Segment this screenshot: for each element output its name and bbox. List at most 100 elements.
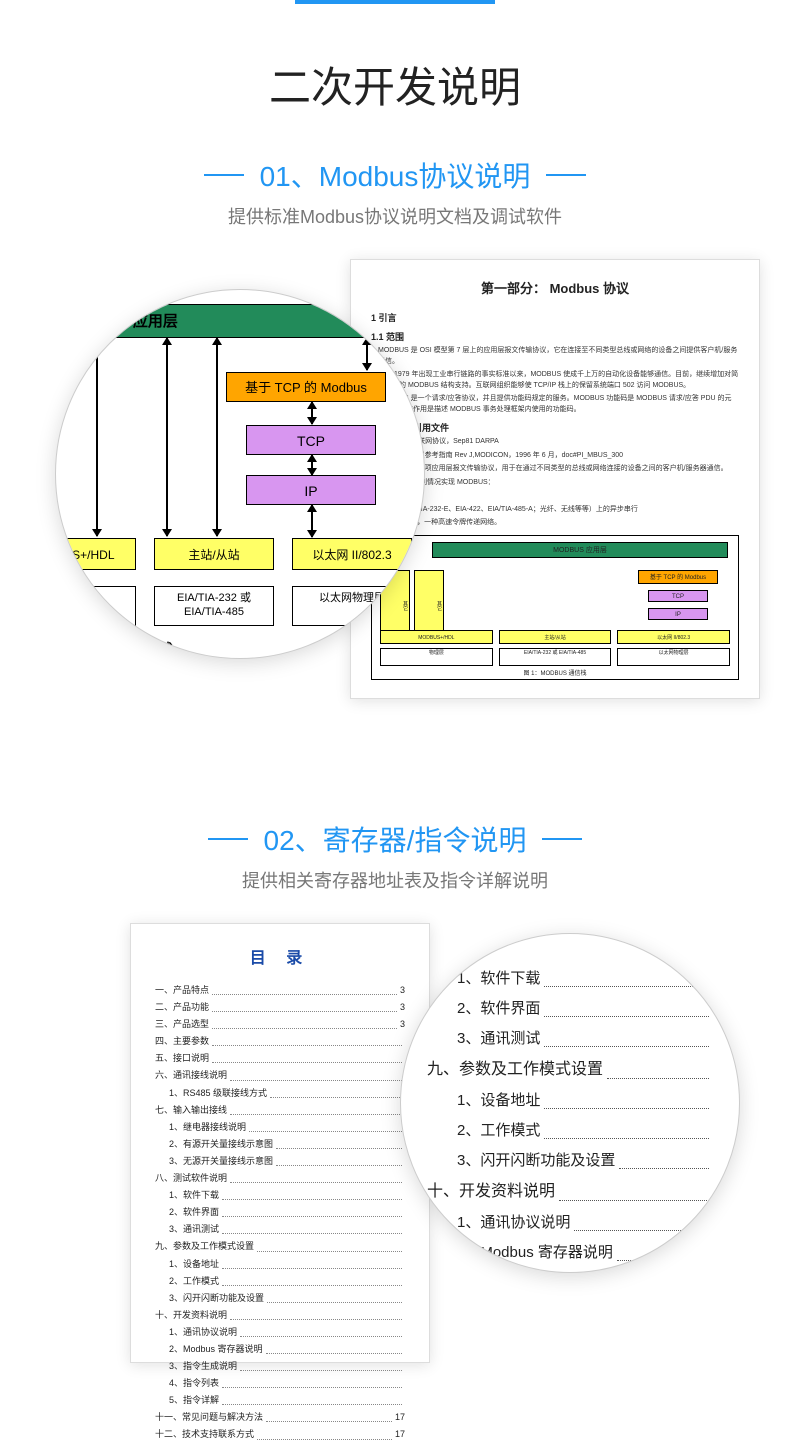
mini-phys-1: EIA/TIA-232 或 EIA/TIA-485 <box>499 648 612 666</box>
doc-h3: 1.2 规范性引用文件 <box>371 421 739 434</box>
mini-app-layer: MODBUS 应用层 <box>432 542 728 558</box>
zoom-line: 2、Modbus 寄存器说明 <box>427 1238 713 1268</box>
toc-line: 3、指令生成说明 <box>155 1358 405 1375</box>
doc-r2: MODBUS 协议参考指南 Rev J,MODICON，1996 年 6 月，d… <box>371 451 739 462</box>
mini-phys-0: 物理层 <box>380 648 493 666</box>
section01-subtitle: 提供标准Modbus协议说明文档及调试软件 <box>0 203 790 229</box>
doc-r4: 目前，使用下列情况实现 MODBUS： <box>371 478 739 489</box>
zoom-line: 3、指令生成说明 <box>427 1268 713 1273</box>
mini-tcp: TCP <box>648 590 708 602</box>
mini-row: MODBUS+/HDL 主站/从站 以太网 II/802.3 <box>380 630 730 644</box>
doc-p2: 自从 1979 年出现工业串行链路的事实标准以来，MODBUS 使成千上万的自动… <box>371 370 739 391</box>
diag-phys-0: 物理层 <box>55 586 136 626</box>
diag-tcp: TCP <box>246 425 376 455</box>
diag-row-0: ODBUS+/HDL <box>55 538 136 570</box>
mini-caption: 图 1：MODBUS 通信栈 <box>372 668 738 677</box>
zoom-line: 3、闪开闪断功能及设置 <box>427 1146 713 1176</box>
zoom-line: 3、通讯测试 <box>427 1024 713 1054</box>
doc-p1: MODBUS 是 OSI 模型第 7 层上的应用层报文传输协议，它在连接至不同类… <box>371 346 739 367</box>
zoom-line: 1、通讯协议说明 <box>427 1208 713 1238</box>
zoom-line: 2、软件界面 <box>427 994 713 1024</box>
toc-line: 一、产品特点3 <box>155 982 405 999</box>
divider-icon <box>204 174 244 176</box>
toc-line: 3、通讯测试 <box>155 1221 405 1238</box>
divider-icon <box>208 838 248 840</box>
section02-subtitle: 提供相关寄存器地址表及指令详解说明 <box>0 867 790 893</box>
toc-line: 2、有源开关量接线示意图 <box>155 1136 405 1153</box>
arrow-icon <box>311 402 313 424</box>
zoom-line: 2、工作模式 <box>427 1116 713 1146</box>
toc-page: 目 录 一、产品特点3二、产品功能3三、产品选型3四、主要参数五、接口说明六、通… <box>130 923 430 1363</box>
doc-r3: MODBUS 是一项应用层报文传输协议，用于在通过不同类型的总线或网络连接的设备… <box>371 464 739 475</box>
arrow-icon <box>166 338 168 536</box>
diag-phys-1: EIA/TIA-232 或 EIA/TIA-485 <box>154 586 274 626</box>
toc-line: 1、设备地址 <box>155 1256 405 1273</box>
diag-phys-2: 以太网物理层 <box>292 586 412 626</box>
divider-icon <box>542 838 582 840</box>
section01-illustration: 第一部分： Modbus 协议 1 引言 1.1 范围 MODBUS 是 OSI… <box>0 259 790 739</box>
toc-line: 五、接口说明 <box>155 1050 405 1067</box>
toc-line: 四、主要参数 <box>155 1033 405 1050</box>
toc-line: 2、软件界面 <box>155 1204 405 1221</box>
toc-line: 二、产品功能3 <box>155 999 405 1016</box>
zoom-line: 1、软件下载 <box>427 964 713 994</box>
section02-title: 02、寄存器/指令说明 <box>264 819 527 859</box>
section02-illustration: 目 录 一、产品特点3二、产品功能3三、产品选型3四、主要参数五、接口说明六、通… <box>0 923 790 1383</box>
doc-r6: · 串行：EIA/TIA-232-E、EIA-422、EIA/TIA-485-A… <box>371 505 739 516</box>
toc-line: 4、指令列表 <box>155 1375 405 1392</box>
mini-row-2: 以太网 II/802.3 <box>617 630 730 644</box>
toc-line: 5、指令详解 <box>155 1392 405 1409</box>
zoom-line: 九、参数及工作模式设置 <box>427 1054 713 1086</box>
diag-ip: IP <box>246 475 376 505</box>
modbus-diagram-zoom: MODBUS 应用层 基于 TCP 的 Modbus TCP IP ODBUS+… <box>55 289 425 659</box>
toc-line: 3、闪开闪断功能及设置 <box>155 1290 405 1307</box>
toc-line: 九、参数及工作模式设置 <box>155 1238 405 1255</box>
doc-h1: 1 引言 <box>371 311 739 324</box>
toc-line: 三、产品选型3 <box>155 1016 405 1033</box>
diag-app-layer: MODBUS 应用层 <box>55 304 425 338</box>
doc-r5: · TCP/IP。 <box>371 491 739 502</box>
mini-modbus-diagram: MODBUS 应用层 其它 其它 基于 TCP 的 Modbus TCP IP … <box>371 535 739 680</box>
doc-title: 第一部分： Modbus 协议 <box>371 278 739 297</box>
section01-title: 01、Modbus协议说明 <box>260 155 531 195</box>
arrow-icon <box>216 338 218 536</box>
toc-line: 2、工作模式 <box>155 1273 405 1290</box>
toc-line: 1、继电器接线说明 <box>155 1119 405 1136</box>
diag-row-2: 以太网 II/802.3 <box>292 538 412 570</box>
mini-tcp-modbus: 基于 TCP 的 Modbus <box>638 570 718 584</box>
doc-r1: RFC791，互联网协议，Sep81 DARPA <box>371 437 739 448</box>
toc-line: 1、软件下载 <box>155 1187 405 1204</box>
diag-caption: 图 1：MODBUS 通信栈 <box>55 638 173 657</box>
zoom-line: 十、开发资料说明 <box>427 1176 713 1208</box>
arrow-icon <box>311 505 313 537</box>
mini-phys-row: 物理层 EIA/TIA-232 或 EIA/TIA-485 以太网物理层 <box>380 648 730 666</box>
zoom-line: 1、设备地址 <box>427 1086 713 1116</box>
toc-line: 2、Modbus 寄存器说明 <box>155 1341 405 1358</box>
toc-line: 十二、技术支持联系方式17 <box>155 1426 405 1443</box>
toc-line: 十一、常见问题与解决方法17 <box>155 1409 405 1426</box>
toc-line: 1、RS485 级联接线方式 <box>155 1085 405 1102</box>
mini-row-0: MODBUS+/HDL <box>380 630 493 644</box>
toc-line: 八、测试软件说明 <box>155 1170 405 1187</box>
diag-row: ODBUS+/HDL 主站/从站 以太网 II/802.3 <box>55 538 412 570</box>
toc-title: 目 录 <box>155 944 405 968</box>
toc-line: 六、通讯接线说明 <box>155 1067 405 1084</box>
mini-phys-2: 以太网物理层 <box>617 648 730 666</box>
arrow-icon <box>311 455 313 475</box>
doc-r7: · MODBUS+，一种高速令牌传递网络。 <box>371 518 739 529</box>
doc-p3: MODBUS 是一个请求/应答协议，并且提供功能码规定的服务。MODBUS 功能… <box>371 394 739 415</box>
toc-list: 一、产品特点3二、产品功能3三、产品选型3四、主要参数五、接口说明六、通讯接线说… <box>155 982 405 1444</box>
toc-line: 十、开发资料说明 <box>155 1307 405 1324</box>
top-accent <box>0 0 790 4</box>
diag-tcp-modbus: 基于 TCP 的 Modbus <box>226 372 386 402</box>
section01-header: 01、Modbus协议说明 <box>0 155 790 195</box>
main-title: 二次开发说明 <box>0 54 790 115</box>
toc-line: 七、输入输出接线 <box>155 1102 405 1119</box>
diag-row-1: 主站/从站 <box>154 538 274 570</box>
toc-zoom-circle: 1、软件下载2、软件界面3、通讯测试九、参数及工作模式设置1、设备地址2、工作模… <box>400 933 740 1273</box>
diag-phys-row: 物理层 EIA/TIA-232 或 EIA/TIA-485 以太网物理层 <box>55 586 412 626</box>
arrow-icon <box>366 338 368 370</box>
toc-line: 3、无源开关量接线示意图 <box>155 1153 405 1170</box>
zoom-list: 1、软件下载2、软件界面3、通讯测试九、参数及工作模式设置1、设备地址2、工作模… <box>427 964 713 1273</box>
mini-row-1: 主站/从站 <box>499 630 612 644</box>
